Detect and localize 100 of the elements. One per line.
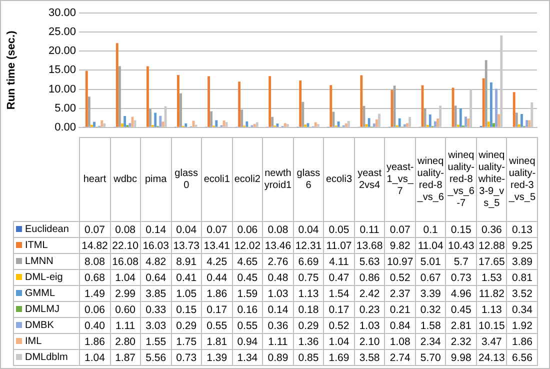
bar xyxy=(88,96,90,127)
data-label: 2.76 xyxy=(262,254,294,270)
legend-label: IML xyxy=(25,336,42,347)
data-label: 0.08 xyxy=(262,222,294,238)
legend-label: LMNN xyxy=(25,256,54,267)
bar xyxy=(434,121,436,127)
data-label: 0.81 xyxy=(506,270,538,286)
x-tick-label: glass6 xyxy=(293,138,324,222)
data-label: 0.44 xyxy=(202,270,232,286)
data-label: 13.41 xyxy=(202,238,232,254)
data-label: 16.03 xyxy=(140,238,172,254)
data-label: 12.02 xyxy=(232,238,263,254)
data-label: 24.13 xyxy=(476,350,507,366)
bar xyxy=(314,122,317,127)
data-label: 0.45 xyxy=(446,302,476,318)
data-label: 0.32 xyxy=(415,302,446,318)
data-label: 12.88 xyxy=(476,238,507,254)
data-label: 0.23 xyxy=(354,302,385,318)
legend-label: DMBK xyxy=(25,320,54,331)
data-label: 2.34 xyxy=(415,334,446,350)
data-label: 2.80 xyxy=(110,334,141,350)
data-label: 3.47 xyxy=(476,334,507,350)
data-label: 0.64 xyxy=(140,270,172,286)
data-label: 9.25 xyxy=(506,238,538,254)
bar xyxy=(484,60,488,127)
data-label: 1.11 xyxy=(262,334,294,350)
data-label: 0.13 xyxy=(506,222,538,238)
data-label: 0.07 xyxy=(384,222,416,238)
bar xyxy=(515,112,518,127)
data-label: 1.34 xyxy=(232,350,263,366)
data-label: 9.98 xyxy=(446,350,476,366)
data-label: 2.37 xyxy=(384,286,416,302)
data-label: 0.60 xyxy=(110,302,141,318)
x-tick-label: yeast2vs4 xyxy=(354,138,385,222)
data-label: 0.17 xyxy=(324,302,354,318)
data-label: 4.96 xyxy=(446,286,476,302)
data-label: 4.82 xyxy=(140,254,172,270)
data-label: 0.94 xyxy=(232,334,263,350)
data-label: 0.40 xyxy=(80,318,110,334)
bar xyxy=(85,70,88,127)
x-tick-label: wdbc xyxy=(110,138,141,222)
data-label: 0.15 xyxy=(171,302,202,318)
data-label: 1.04 xyxy=(80,350,110,366)
data-label: 2.42 xyxy=(354,286,385,302)
data-label: 0.36 xyxy=(476,222,507,238)
bar xyxy=(128,123,132,127)
bar xyxy=(124,116,126,127)
data-label: 6.69 xyxy=(293,254,324,270)
data-label: 1.04 xyxy=(110,270,141,286)
data-label: 0.68 xyxy=(80,270,110,286)
data-label: 0.55 xyxy=(202,318,232,334)
data-label: 0.16 xyxy=(232,302,263,318)
bar xyxy=(372,123,376,127)
data-label: 4.11 xyxy=(324,254,354,270)
data-label: 12.31 xyxy=(293,238,324,254)
data-label: 13.73 xyxy=(171,238,202,254)
data-label: 1.39 xyxy=(202,350,232,366)
data-label: 1.03 xyxy=(262,286,294,302)
data-label: 22.10 xyxy=(110,238,141,254)
data-label: 0.29 xyxy=(171,318,202,334)
data-label: 0.41 xyxy=(171,270,202,286)
data-label: 0.15 xyxy=(446,222,476,238)
bar xyxy=(302,102,304,127)
data-label: 3.85 xyxy=(140,286,172,302)
data-label: 0.85 xyxy=(293,350,324,366)
bar xyxy=(406,123,408,127)
data-label: 0.07 xyxy=(202,222,232,238)
bar xyxy=(490,82,492,127)
data-label: 0.05 xyxy=(324,222,354,238)
legend-label: GMML xyxy=(25,288,55,299)
data-label: 0.04 xyxy=(293,222,324,238)
data-label: 0.06 xyxy=(232,222,263,238)
y-tick-label: 10.00 xyxy=(48,83,76,96)
data-label: 4.25 xyxy=(202,254,232,270)
x-tick-label: winequality-red-3_vs_5 xyxy=(506,138,538,222)
data-label: 0.52 xyxy=(384,270,416,286)
data-label: 2.99 xyxy=(110,286,141,302)
bar xyxy=(454,106,457,127)
bar xyxy=(398,118,401,127)
data-label: 0.52 xyxy=(324,318,354,334)
x-tick-label: glass0 xyxy=(171,138,202,222)
data-label: 0.17 xyxy=(202,302,232,318)
data-label: 1.87 xyxy=(110,350,141,366)
data-label: 11.82 xyxy=(476,286,507,302)
data-label: 0.04 xyxy=(171,222,202,238)
data-label: 3.52 xyxy=(506,286,538,302)
legend-label: Euclidean xyxy=(25,224,69,235)
data-label: 1.13 xyxy=(476,302,507,318)
data-label: 1.13 xyxy=(293,286,324,302)
legend-label: DML-eig xyxy=(25,272,63,283)
data-label: 1.69 xyxy=(324,350,354,366)
bar xyxy=(149,109,152,127)
data-label: 11.07 xyxy=(324,238,354,254)
data-label: 0.14 xyxy=(140,222,172,238)
data-label: 1.58 xyxy=(415,318,446,334)
x-tick-label: pima xyxy=(140,138,172,222)
bar xyxy=(116,43,118,127)
data-label: 0.67 xyxy=(415,270,446,286)
bar xyxy=(118,66,121,127)
data-label: 2.32 xyxy=(446,334,476,350)
